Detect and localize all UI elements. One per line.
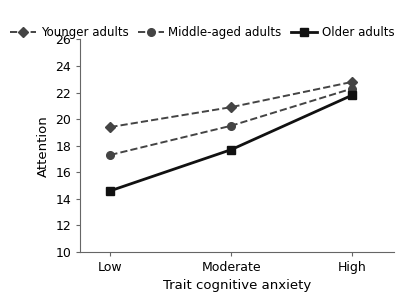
Middle-aged adults <box>229 124 234 128</box>
Line: Younger adults: Younger adults <box>106 78 356 131</box>
Y-axis label: Attention: Attention <box>37 115 50 176</box>
Line: Middle-aged adults: Middle-aged adults <box>106 85 356 159</box>
Younger adults <box>229 105 234 109</box>
Younger adults <box>350 80 354 84</box>
Younger adults <box>108 125 113 129</box>
Legend: Younger adults, Middle-aged adults, Older adults: Younger adults, Middle-aged adults, Olde… <box>10 27 394 39</box>
Older adults <box>350 93 354 97</box>
X-axis label: Trait cognitive anxiety: Trait cognitive anxiety <box>163 280 312 292</box>
Older adults <box>108 189 113 193</box>
Middle-aged adults <box>108 153 113 157</box>
Older adults <box>229 148 234 151</box>
Middle-aged adults <box>350 87 354 90</box>
Line: Older adults: Older adults <box>106 91 356 195</box>
